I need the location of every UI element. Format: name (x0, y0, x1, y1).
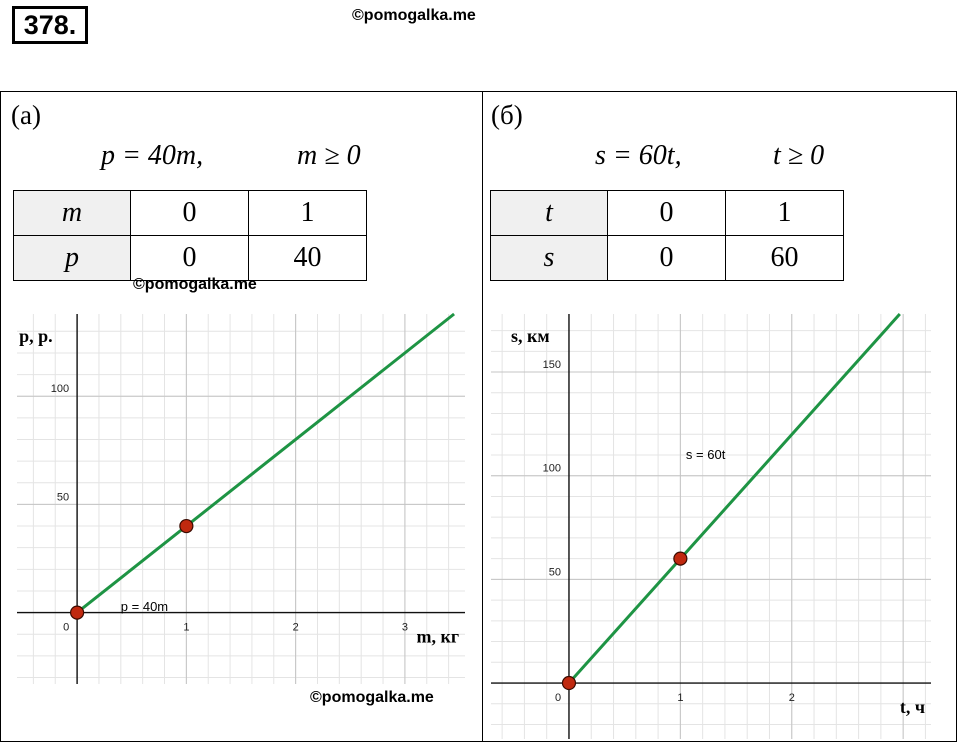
table-cell: 0 (130, 190, 249, 236)
table-cell: 1 (725, 190, 844, 236)
x-axis-label: t, ч (900, 697, 925, 717)
y-axis-label: s, км (511, 326, 550, 346)
data-point (179, 518, 194, 534)
table-cell: 60 (725, 235, 844, 281)
y-tick-label: 100 (51, 383, 69, 395)
x-tick-label: 1 (183, 622, 189, 634)
table-cell: 0 (607, 190, 726, 236)
panel-a-formula-right: m ≥ 0 (297, 140, 361, 171)
panel-a: (а) p = 40m, m ≥ 0 m 0 1 p 0 40 0 1 2 3 50 10… (0, 91, 483, 742)
table-cell: 40 (248, 235, 367, 281)
x-tick-label: 2 (293, 622, 299, 634)
table-cell: 1 (248, 190, 367, 236)
table-row: p 0 40 (13, 235, 367, 281)
x-tick-label: 0 (63, 622, 69, 634)
watermark-bottom: ©pomogalka.me (310, 689, 434, 706)
line-annotation: p = 40m (121, 599, 168, 614)
series-line (567, 312, 901, 685)
x-tick-label: 0 (555, 692, 561, 704)
data-point (561, 675, 577, 691)
panel-b-formula-left: s = 60t, (595, 140, 682, 171)
x-tick-label: 3 (402, 622, 408, 634)
table-row: s 0 60 (490, 235, 844, 281)
watermark-mid: ©pomogalka.me (133, 276, 257, 293)
table-cell: 0 (130, 235, 249, 281)
y-axis-label: p, р. (19, 326, 53, 346)
table-head-cell: t (490, 190, 608, 236)
table-cell: 0 (607, 235, 726, 281)
panel-a-value-table: m 0 1 p 0 40 (13, 190, 367, 281)
problem-number: 378. (12, 6, 88, 44)
data-point (673, 551, 688, 566)
table-head-cell: s (490, 235, 608, 281)
data-point (69, 605, 85, 620)
panel-b: (б) s = 60t, t ≥ 0 t 0 1 s 0 60 0 1 2 50 100… (482, 91, 957, 742)
panel-a-label: (а) (11, 100, 41, 130)
y-tick-label: 50 (549, 566, 561, 578)
panel-b-value-table: t 0 1 s 0 60 (490, 190, 844, 281)
chart-b: 0 1 2 50 100 150 s, км t, ч s = 60t (491, 312, 931, 739)
chart-a: 0 1 2 3 50 100 p, р. m, кг p = 40m (17, 312, 465, 684)
table-head-cell: m (13, 190, 131, 236)
panel-b-label: (б) (491, 100, 523, 130)
panel-b-formula-right: t ≥ 0 (773, 140, 825, 171)
table-row: t 0 1 (490, 190, 844, 236)
panel-a-formula-left: p = 40m, (101, 140, 204, 171)
series-line (76, 312, 456, 614)
y-tick-label: 50 (57, 491, 69, 503)
table-row: m 0 1 (13, 190, 367, 236)
y-tick-label: 100 (543, 463, 561, 475)
x-tick-label: 2 (789, 692, 795, 704)
line-annotation: s = 60t (686, 447, 726, 462)
x-axis-label: m, кг (416, 627, 459, 647)
x-tick-label: 1 (677, 692, 683, 704)
watermark-top: ©pomogalka.me (352, 7, 476, 24)
y-tick-label: 150 (543, 359, 561, 371)
table-head-cell: p (13, 235, 131, 281)
